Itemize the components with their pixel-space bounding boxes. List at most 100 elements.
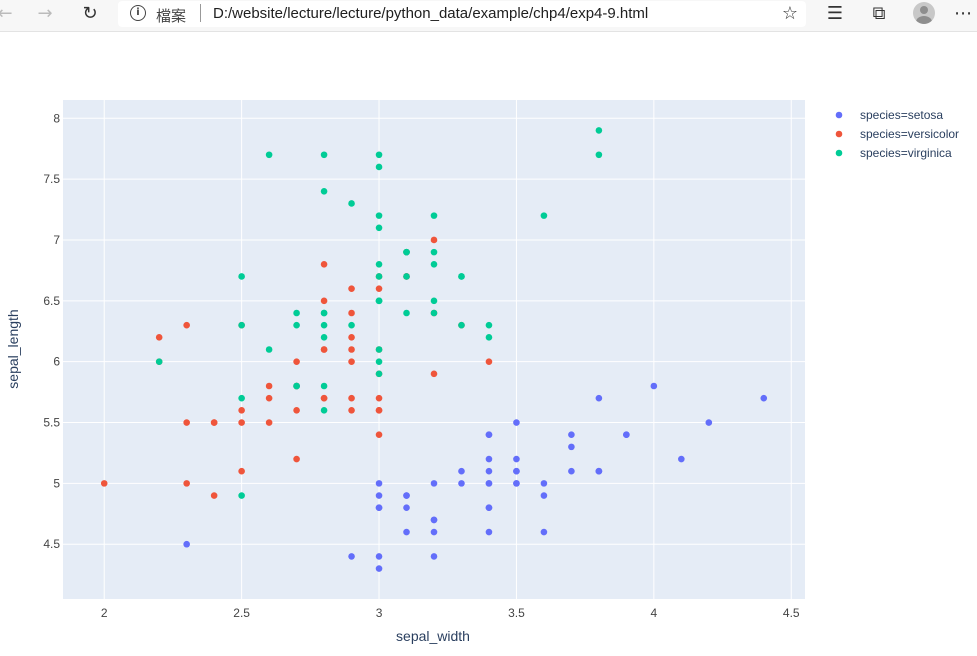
legend-label[interactable]: species=versicolor [860, 127, 959, 141]
data-point [375, 261, 383, 268]
data-point [320, 382, 328, 390]
data-point [375, 163, 383, 171]
data-point [183, 480, 190, 487]
data-point [183, 540, 190, 548]
data-point [375, 407, 383, 414]
forward-icon[interactable]: → [37, 3, 53, 24]
data-point [375, 346, 383, 353]
url-scheme-label: 檔案 [156, 8, 187, 25]
legend: species=setosa species=versicolor species=… [835, 108, 959, 160]
data-point [293, 321, 300, 329]
data-point [320, 297, 328, 305]
data-point [320, 407, 328, 414]
data-point [650, 382, 658, 390]
favorite-star-icon[interactable]: ☆ [781, 3, 798, 24]
url-text[interactable]: D:/website/lecture/lecture/python_data/e… [213, 5, 649, 22]
data-point [430, 528, 438, 536]
data-point [540, 212, 548, 219]
data-point [320, 321, 328, 329]
data-point [375, 553, 383, 560]
data-point [375, 431, 383, 438]
data-point [320, 187, 328, 195]
data-point [238, 492, 245, 499]
data-point [375, 273, 383, 280]
data-point [265, 346, 273, 353]
data-point [265, 394, 273, 402]
data-point [265, 151, 273, 159]
data-point [430, 370, 438, 378]
data-point [348, 553, 355, 560]
x-tick-label: 3 [376, 606, 383, 620]
data-point [183, 419, 190, 426]
data-point [430, 212, 438, 219]
data-point [348, 394, 355, 402]
data-point [403, 504, 410, 512]
data-point [320, 261, 328, 268]
data-point [430, 236, 438, 244]
data-point [293, 358, 300, 365]
data-point [485, 467, 493, 475]
legend-label[interactable]: species=virginica [860, 146, 952, 160]
data-point [485, 455, 493, 463]
more-icon[interactable]: ⋯ [954, 3, 972, 24]
data-point [265, 419, 273, 426]
data-point [375, 285, 383, 292]
data-point [430, 248, 438, 256]
data-point [238, 407, 245, 414]
data-point [238, 394, 245, 402]
data-point [155, 358, 163, 365]
data-point [458, 480, 465, 487]
address-bar[interactable]: i 檔案 D:/website/lecture/lecture/python_d… [118, 1, 806, 27]
y-tick-labels: 4.5 5 5.5 6 6.5 7 7.5 8 [43, 111, 60, 551]
x-tick-label: 2 [101, 606, 108, 620]
x-tick-label: 2.5 [233, 606, 250, 620]
data-point [430, 553, 438, 560]
data-point [320, 151, 328, 159]
data-point [210, 492, 218, 499]
data-point [458, 273, 465, 280]
y-tick-label: 8 [53, 111, 60, 125]
data-point [430, 261, 438, 268]
data-point [485, 431, 493, 438]
data-point [540, 480, 548, 487]
data-point [375, 151, 383, 159]
legend-marker [835, 111, 843, 119]
data-point [485, 504, 493, 512]
data-point [348, 321, 355, 329]
data-point [403, 248, 410, 256]
url-separator [200, 4, 201, 22]
reading-list-icon[interactable]: ☰ [826, 3, 844, 24]
data-point [375, 358, 383, 365]
data-point [348, 346, 355, 353]
data-point [623, 431, 630, 438]
data-point [705, 419, 713, 426]
data-point [485, 334, 493, 341]
back-icon[interactable]: ← [0, 3, 13, 24]
data-point [430, 297, 438, 305]
info-icon[interactable]: i [130, 5, 146, 21]
data-point [375, 504, 383, 512]
data-point [293, 407, 300, 414]
data-point [485, 480, 493, 487]
data-point [348, 358, 355, 365]
data-point [760, 394, 768, 402]
data-point [293, 382, 300, 390]
y-axis-title: sepal_length [5, 309, 21, 388]
data-point [375, 394, 383, 402]
profile-avatar[interactable] [913, 2, 935, 24]
data-point [568, 443, 575, 451]
grid-lines [63, 100, 805, 599]
refresh-icon[interactable]: ↻ [82, 3, 98, 24]
data-point [430, 309, 438, 317]
data-point [375, 297, 383, 305]
data-point [375, 492, 383, 499]
data-point [513, 480, 520, 487]
legend-label[interactable]: species=setosa [860, 108, 943, 122]
data-point [348, 407, 355, 414]
data-point [513, 419, 520, 426]
collections-icon[interactable]: ⧉ [872, 3, 886, 24]
data-point [458, 321, 465, 329]
x-tick-label: 4.5 [783, 606, 800, 620]
data-point [210, 419, 218, 426]
